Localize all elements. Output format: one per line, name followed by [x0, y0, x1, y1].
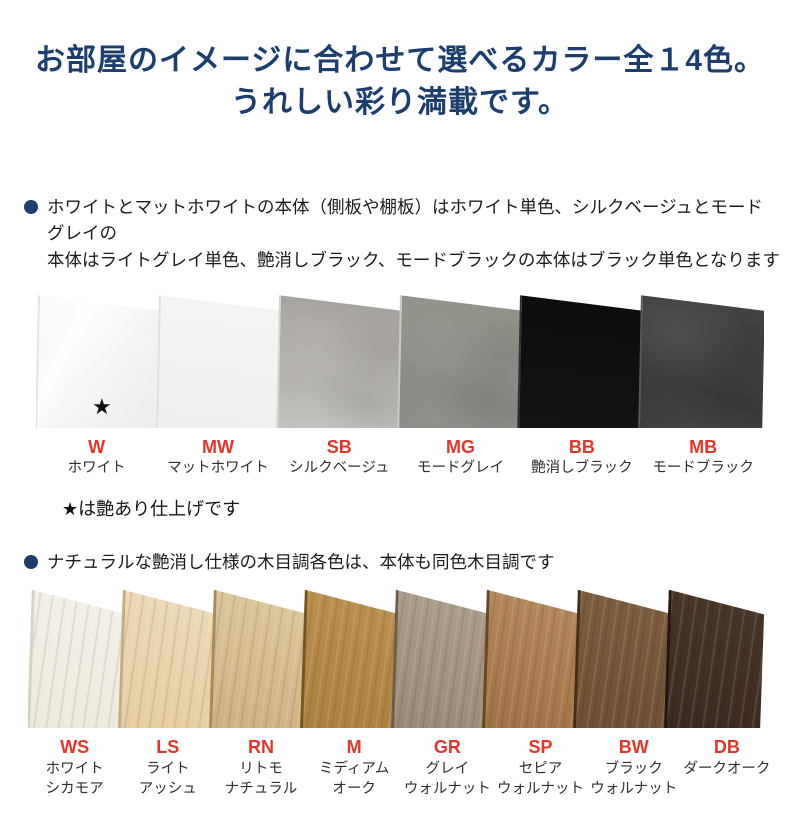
swatch-name-line: アッシュ: [138, 781, 197, 798]
woodgrain-label-row: WS ホワイトシカモア LS ライトアッシュ RN リトモナチュラル M ミディアムオーク GR…: [28, 728, 774, 800]
swatch-label-gr: GR グレイウォルナット: [401, 728, 494, 800]
swatch-name-line: ダークオーク: [683, 760, 771, 777]
swatch-code: LS: [156, 737, 180, 758]
solid-swatch-row: ★: [36, 294, 764, 428]
swatch-name-line: モードブラック: [652, 460, 754, 477]
swatch-name-line: シカモア: [45, 781, 104, 798]
swatch-name-line: ナチュラル: [224, 781, 298, 798]
solid-label-row: W ホワイト MW マットホワイト SB シルクベージュ MG モードグレイ BB 艶消しブラック…: [36, 428, 764, 479]
swatch-code: WS: [60, 737, 90, 758]
swatch-label-ws: WS ホワイトシカモア: [28, 728, 121, 800]
swatch-name-line: マットホワイト: [167, 460, 269, 477]
swatch-label-rn: RN リトモナチュラル: [214, 728, 307, 800]
swatch-label-m: M ミディアムオーク: [308, 728, 401, 800]
swatch-code: DB: [713, 737, 740, 758]
swatch-code: SP: [528, 737, 553, 758]
swatch-code: MW: [201, 436, 234, 457]
swatch-label-sb: SB シルクベージュ: [279, 428, 400, 479]
swatch-name-line: ウォルナット: [403, 781, 491, 798]
swatch-code: BW: [618, 737, 649, 758]
solid-color-group: ホワイトとマットホワイトの本体（側板や棚板）はホワイト単色、シルクベージュとモー…: [0, 194, 800, 521]
swatch-code: M: [346, 737, 362, 758]
swatch-name-line: モードグレイ: [417, 460, 505, 477]
note-line: ホワイトとマットホワイトの本体（側板や棚板）はホワイト単色、シルクベージュとモー…: [47, 197, 763, 244]
swatch-panel-mg: [395, 294, 524, 428]
note-line: ナチュラルな艶消し仕様の木目調各色は、本体も同色木目調です: [47, 551, 555, 572]
swatch-panel-rn: [206, 589, 310, 729]
swatch-label-sp: SP セピアウォルナット: [494, 728, 587, 800]
swatch-name-line: オーク: [332, 781, 376, 798]
bullet-icon: [24, 200, 38, 214]
swatch-panel-ws: [28, 589, 128, 729]
swatch-name-line: ブラック: [604, 760, 663, 777]
swatch-label-mb: MB モードブラック: [642, 428, 763, 479]
page-title-line-1: お部屋のイメージに合わせて選べるカラー全１4色。: [34, 44, 766, 77]
woodgrain-note-text: ナチュラルな艶消し仕様の木目調各色は、本体も同色木目調です: [47, 549, 555, 575]
note-line: 本体はライトグレイ単色、艶消しブラック、モードブラックの本体はブラック単色となり…: [47, 249, 780, 270]
swatch-panel-sb: [275, 294, 403, 428]
swatch-name-line: ホワイト: [67, 460, 126, 477]
swatch-panel-mw: [154, 294, 283, 428]
swatch-name-line: シルクベージュ: [289, 460, 390, 477]
swatch-code: GR: [433, 737, 461, 758]
swatch-code: SB: [326, 436, 352, 457]
gloss-star-icon: ★: [92, 394, 112, 420]
swatch-name-line: ウォルナット: [497, 781, 585, 798]
bullet-icon: [24, 554, 38, 569]
swatch-name-line: リトモ: [239, 760, 283, 777]
swatch-label-mg: MG モードグレイ: [400, 428, 521, 479]
swatch-name-line: ホワイト: [45, 760, 104, 777]
swatch-name-line: ミディアム: [318, 760, 390, 777]
swatch-panel-db: [661, 589, 765, 729]
swatch-code: MB: [689, 436, 718, 457]
swatch-name-line: グレイ: [425, 760, 470, 777]
color-chart-page: お部屋のイメージに合わせて選べるカラー全１4色。 うれしい彩り満載です。 ホワイ…: [0, 40, 800, 840]
woodgrain-color-group: ナチュラルな艶消し仕様の木目調各色は、本体も同色木目調です WS ホワイトシカモア…: [0, 549, 800, 800]
swatch-name-line: ライト: [146, 760, 190, 777]
swatch-name-line: ウォルナット: [590, 781, 678, 798]
page-title: お部屋のイメージに合わせて選べるカラー全１4色。 うれしい彩り満載です。: [0, 40, 800, 124]
swatch-label-db: DB ダークオーク: [680, 728, 773, 800]
swatch-label-mw: MW マットホワイト: [157, 428, 278, 479]
swatch-label-w: W ホワイト: [36, 428, 157, 479]
swatch-code: W: [88, 436, 106, 457]
swatch-code: MG: [446, 436, 476, 457]
woodgrain-swatch-row: [28, 587, 774, 729]
swatch-panel-bb: [516, 294, 644, 428]
swatch-panel-mb: [636, 294, 764, 428]
solid-color-note: ホワイトとマットホワイトの本体（側板や棚板）はホワイト単色、シルクベージュとモー…: [24, 194, 780, 273]
woodgrain-note: ナチュラルな艶消し仕様の木目調各色は、本体も同色木目調です: [24, 549, 780, 575]
swatch-panel-m: [297, 589, 401, 729]
swatch-code: RN: [247, 737, 274, 758]
swatch-name-line: セピア: [518, 760, 563, 777]
swatch-panel-gr: [388, 589, 492, 729]
swatch-panel-ls: [115, 589, 219, 729]
solid-color-note-text: ホワイトとマットホワイトの本体（側板や棚板）はホワイト単色、シルクベージュとモー…: [47, 194, 780, 273]
swatch-label-bb: BB 艶消しブラック: [521, 428, 642, 479]
swatch-label-bw: BW ブラックウォルナット: [587, 728, 680, 800]
swatch-code: BB: [568, 436, 595, 457]
swatch-panel-bw: [570, 589, 674, 729]
swatch-label-ls: LS ライトアッシュ: [121, 728, 214, 800]
page-title-line-2: うれしい彩り満載です。: [231, 86, 569, 119]
swatch-name-line: 艶消しブラック: [531, 460, 633, 477]
swatch-panel-sp: [479, 589, 583, 729]
gloss-footnote: ★は艶あり仕上げです: [62, 498, 241, 519]
